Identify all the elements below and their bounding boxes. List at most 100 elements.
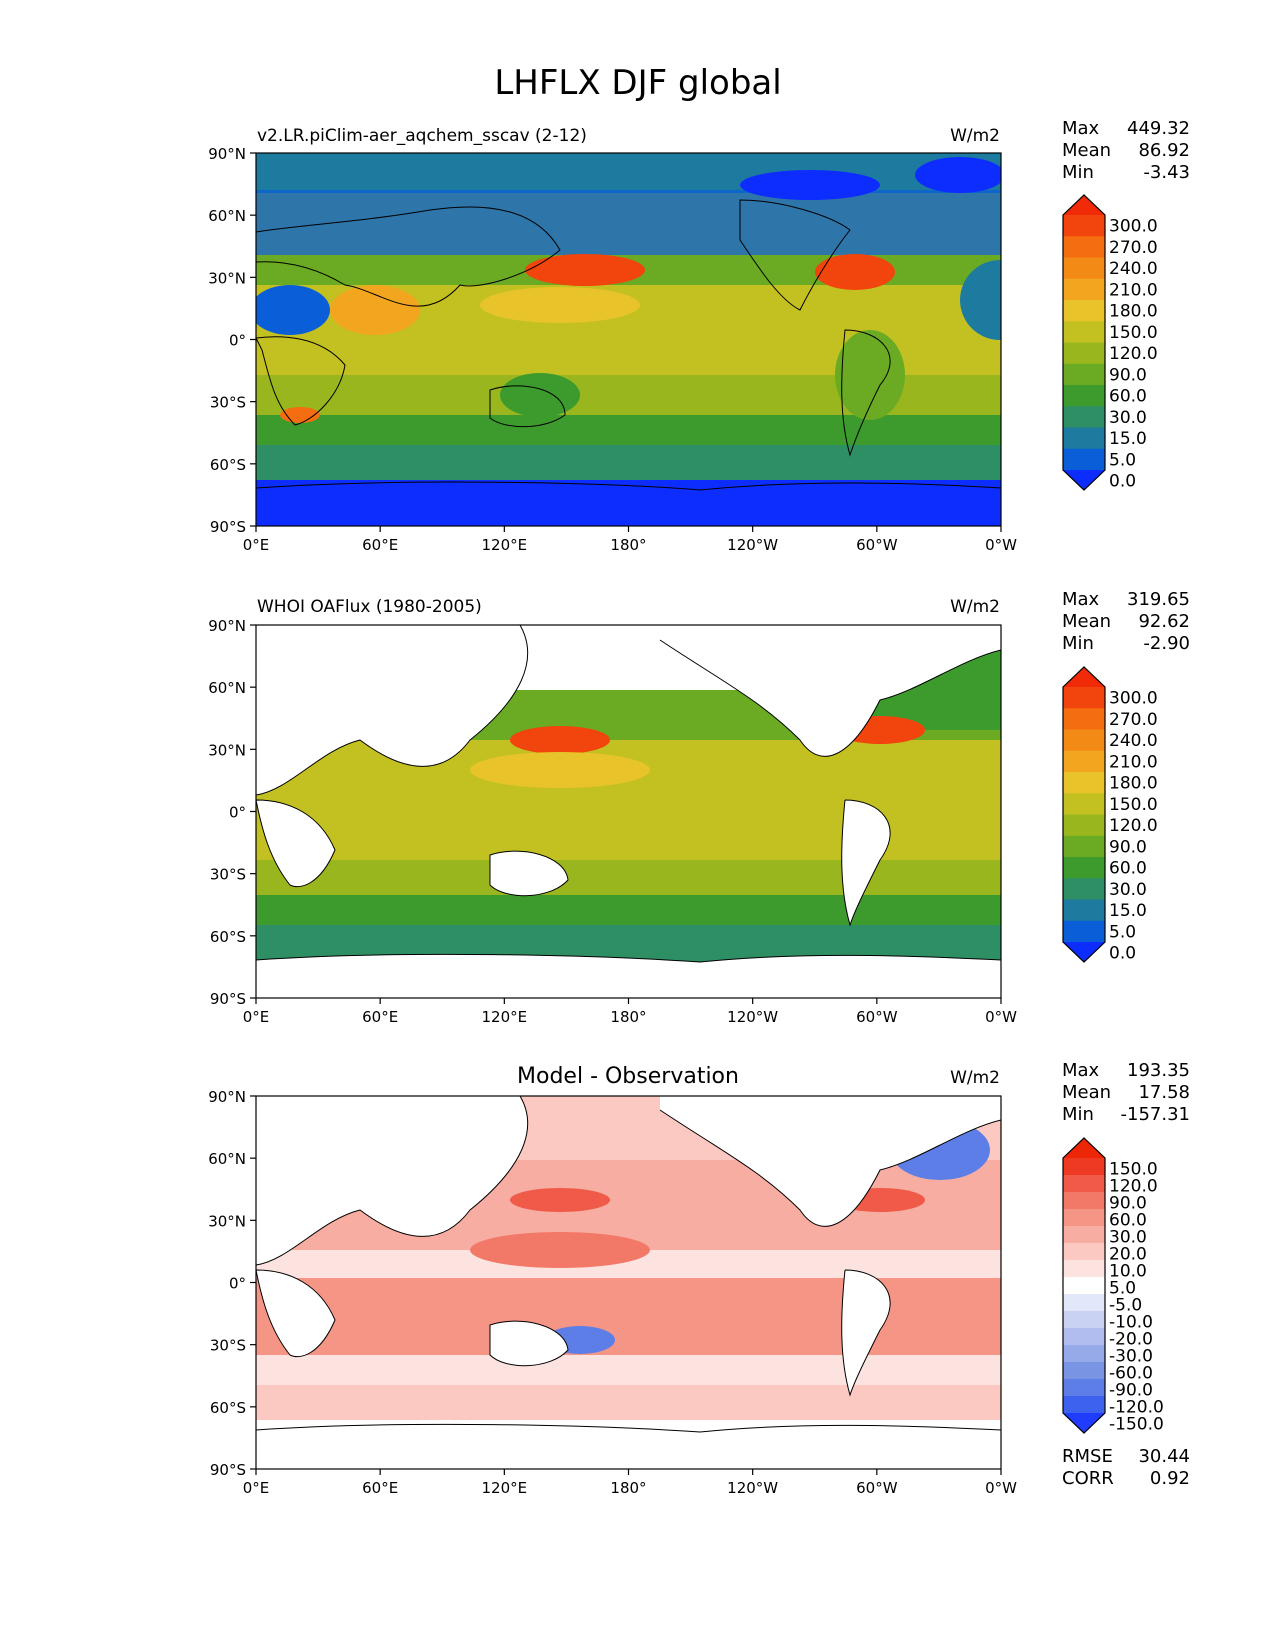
- lon-tick-label: 120°E: [482, 1008, 528, 1026]
- lat-tick-label: 60°N: [208, 1150, 246, 1168]
- lon-tick-label: 120°E: [482, 1479, 528, 1497]
- rmse-value: 30.44: [1138, 1446, 1190, 1467]
- colorbar-label: 5.0: [1109, 450, 1136, 470]
- colorbar-label: 15.0: [1109, 901, 1147, 921]
- lon-tick-label: 0°E: [243, 1008, 270, 1026]
- panel-units: W/m2: [950, 1068, 1000, 1088]
- colorbar-segment: [1063, 363, 1105, 386]
- colorbar-segment: [1063, 687, 1105, 709]
- axis-ticks-difference: 90°N 60°N 30°N 0° 30°S 60°S 90°S0°E 60°E 120°E 18…: [208, 1088, 1017, 1497]
- panel-title-center: Model - Observation: [517, 1064, 739, 1089]
- stat-mean-label: Mean: [1062, 1082, 1111, 1103]
- colorbar-segment: [1063, 1175, 1105, 1193]
- colorbar-label: 240.0: [1109, 259, 1158, 279]
- lat-tick-label: 60°N: [208, 679, 246, 697]
- colorbar-segment: [1063, 1277, 1105, 1295]
- corr-label: CORR: [1062, 1468, 1114, 1489]
- stat-mean-value: 17.58: [1138, 1082, 1190, 1103]
- axis-ticks-observation: 90°N 60°N 30°N 0° 30°S 60°S 90°S0°E 60°E 120°E 18…: [208, 617, 1017, 1026]
- colorbar-label: 10.0: [1109, 1262, 1147, 1282]
- stat-max-value: 319.65: [1127, 589, 1190, 610]
- colorbar-label: -30.0: [1109, 1347, 1153, 1367]
- lat-tick-label: 60°S: [210, 928, 246, 946]
- colorbar-label: -20.0: [1109, 1330, 1153, 1350]
- stat-mean-label: Mean: [1062, 140, 1111, 161]
- lat-tick-label: 0°: [229, 1275, 246, 1293]
- lon-tick-label: 0°W: [985, 1008, 1017, 1026]
- stat-min-label: Min: [1062, 1104, 1094, 1125]
- field-map-model: [256, 153, 1001, 526]
- colorbar-label: 30.0: [1109, 408, 1147, 428]
- lon-tick-label: 120°W: [727, 1479, 778, 1497]
- lat-tick-label: 60°N: [208, 207, 246, 225]
- colorbar-difference: 150.0120.090.060.030.020.010.05.0-5.0-10…: [1062, 1137, 1164, 1435]
- colorbar-segment: [1063, 708, 1105, 730]
- colorbar-segment: [1063, 278, 1105, 301]
- colorbar-segment: [1063, 385, 1105, 407]
- colorbar-segment: [1063, 1294, 1105, 1312]
- colorbar-label: 0.0: [1109, 472, 1136, 492]
- lat-tick-label: 90°S: [210, 990, 246, 1008]
- colorbar-segment: [1063, 772, 1105, 794]
- lat-tick-label: 90°S: [210, 1461, 246, 1479]
- colorbar-label: 60.0: [1109, 387, 1147, 407]
- colorbar-label: 150.0: [1109, 323, 1158, 343]
- stat-min-value: -157.31: [1121, 1104, 1190, 1125]
- colorbar-label: 240.0: [1109, 731, 1158, 751]
- colorbar-label: -10.0: [1109, 1313, 1153, 1333]
- lon-tick-label: 180°: [610, 536, 646, 554]
- figure-title: LHFLX DJF global: [494, 63, 781, 103]
- lat-tick-label: 30°S: [210, 394, 246, 412]
- colorbar-segment: [1063, 342, 1105, 365]
- colorbar-label: 180.0: [1109, 774, 1158, 794]
- colorbar-label: -5.0: [1109, 1296, 1142, 1316]
- lat-tick-label: 90°N: [208, 617, 246, 635]
- colorbar-segment: [1063, 1209, 1105, 1227]
- lat-tick-label: 0°: [229, 804, 246, 822]
- colorbar-observation: 300.0270.0240.0210.0180.0150.0120.090.06…: [1062, 666, 1158, 964]
- colorbar-segment: [1063, 1243, 1105, 1261]
- colorbar-label: 5.0: [1109, 1279, 1136, 1299]
- lat-tick-label: 90°N: [208, 145, 246, 163]
- lat-tick-label: 30°S: [210, 1337, 246, 1355]
- colorbar-extend-max: [1063, 667, 1105, 687]
- panel-title-left: WHOI OAFlux (1980-2005): [257, 597, 482, 617]
- colorbar-segment: [1063, 920, 1105, 943]
- coastlines-model: [256, 199, 1001, 491]
- colorbar-label: 15.0: [1109, 429, 1147, 449]
- colorbar-label: 150.0: [1109, 795, 1158, 815]
- stat-max-value: 449.32: [1127, 118, 1190, 139]
- lon-tick-label: 60°W: [856, 1479, 898, 1497]
- colorbar-segment: [1063, 1362, 1105, 1380]
- colorbar-segment: [1063, 448, 1105, 471]
- colorbar-segment: [1063, 1260, 1105, 1278]
- lon-tick-label: 0°E: [243, 1479, 270, 1497]
- colorbar-segment: [1063, 1311, 1105, 1329]
- lon-tick-label: 60°W: [856, 1008, 898, 1026]
- colorbar-segment: [1063, 1396, 1105, 1414]
- lat-tick-label: 60°S: [210, 456, 246, 474]
- axis-ticks-model: 90°N 60°N 30°N 0° 30°S 60°S 90°S0°E 60°E 120°E 18…: [208, 145, 1017, 554]
- colorbar-label: 150.0: [1109, 1160, 1158, 1180]
- stat-max-label: Max: [1062, 1060, 1100, 1081]
- colorbar-segment: [1063, 1226, 1105, 1244]
- colorbar-segment: [1063, 300, 1105, 322]
- colorbar-label: 30.0: [1109, 1228, 1147, 1248]
- colorbar-segment: [1063, 729, 1105, 752]
- colorbar-outline: [1062, 666, 1106, 963]
- colorbar-segment: [1063, 1328, 1105, 1346]
- lon-tick-label: 120°E: [482, 536, 528, 554]
- lon-tick-label: 60°W: [856, 536, 898, 554]
- colorbar-label: 5.0: [1109, 922, 1136, 942]
- colorbar-label: 300.0: [1109, 689, 1158, 709]
- stat-mean-value: 86.92: [1138, 140, 1190, 161]
- colorbar-extend-max: [1063, 1138, 1105, 1158]
- colorbar-label: 30.0: [1109, 880, 1147, 900]
- lon-tick-label: 60°E: [362, 1479, 398, 1497]
- colorbar-segment: [1063, 1345, 1105, 1363]
- lon-tick-label: 60°E: [362, 1008, 398, 1026]
- stat-min-label: Min: [1062, 162, 1094, 183]
- stat-max-label: Max: [1062, 118, 1100, 139]
- colorbar-outline: [1062, 194, 1106, 491]
- colorbar-segment: [1063, 427, 1105, 450]
